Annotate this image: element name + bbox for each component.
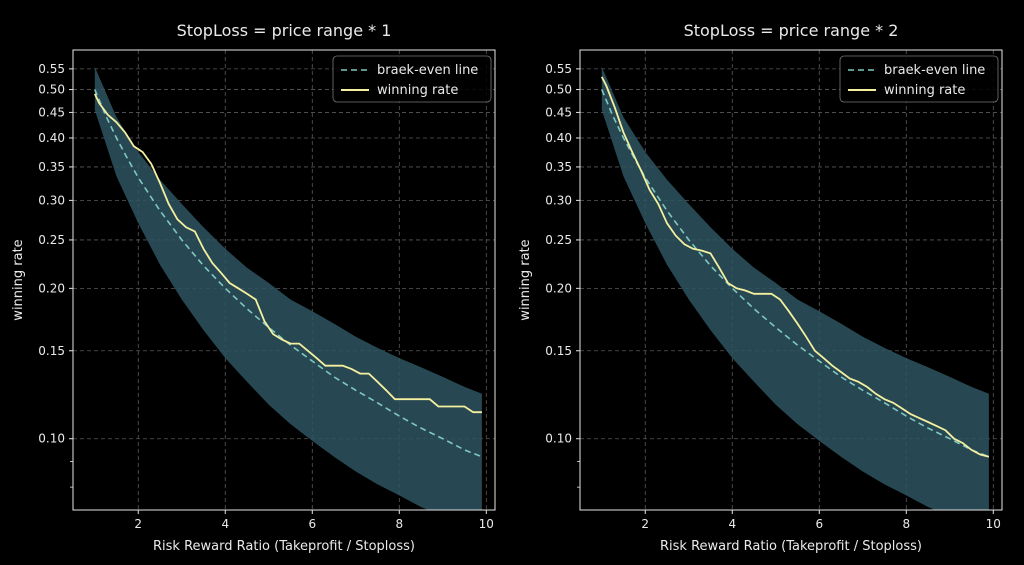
y-tick-label: 0.50: [38, 83, 65, 97]
y-tick-label: 0.10: [545, 432, 572, 446]
y-tick-label: 0.55: [545, 62, 572, 76]
legend-label: braek-even line: [377, 63, 478, 78]
x-tick-label: 8: [395, 517, 403, 531]
x-tick-label: 2: [134, 517, 142, 531]
confidence-band: [601, 66, 989, 510]
y-tick-label: 0.35: [545, 160, 572, 174]
legend-box: [332, 55, 492, 103]
x-tick-label: 6: [308, 517, 316, 531]
x-tick-label: 2: [641, 517, 649, 531]
y-tick-label: 0.25: [545, 233, 572, 247]
y-tick-label: 0.20: [38, 281, 65, 295]
y-tick-label: 0.30: [38, 193, 65, 207]
y-tick-label: 0.55: [38, 62, 65, 76]
y-tick-label: 0.15: [545, 344, 572, 358]
series-line-winning-rate: [93, 93, 482, 414]
x-tick-label: 8: [902, 517, 910, 531]
y-axis-label: winning rate: [11, 239, 26, 320]
y-tick-label: 0.50: [545, 83, 572, 97]
y-tick-label: 0.30: [545, 193, 572, 207]
legend-label: braek-even line: [884, 63, 985, 78]
x-tick-label: 6: [815, 517, 823, 531]
series-line-winning-rate: [600, 76, 990, 458]
legend-label: winning rate: [884, 83, 965, 98]
y-tick-label: 0.20: [545, 281, 572, 295]
chart-title: StopLoss = price range * 1: [177, 21, 392, 40]
y-tick-label: 0.45: [545, 105, 572, 119]
chart-panel-left: 2 4 6 8 10 0.10 0.15 0.20 0.25 0.30 0.35 0.40 0.45 0.…: [11, 21, 496, 554]
chart-title: StopLoss = price range * 2: [684, 21, 899, 40]
legend-label: winning rate: [377, 83, 458, 98]
x-axis-label: Risk Reward Ratio (Takeprofit / Stoploss…: [660, 539, 922, 554]
x-tick-label: 10: [479, 517, 494, 531]
confidence-band: [94, 66, 482, 510]
y-tick-label: 0.35: [38, 160, 65, 174]
y-tick-label: 0.15: [38, 344, 65, 358]
x-axis-label: Risk Reward Ratio (Takeprofit / Stoploss…: [153, 539, 415, 554]
axes-frame: [72, 49, 496, 511]
x-tick-label: 4: [728, 517, 736, 531]
y-tick-label: 0.45: [38, 105, 65, 119]
chart-panel-right: 2 4 6 8 10 0.10 0.15 0.20 0.25 0.30 0.35 0.40 0.45 0.…: [518, 21, 1003, 554]
y-tick-label: 0.40: [38, 131, 65, 145]
y-axis-label: winning rate: [518, 239, 533, 320]
x-tick-label: 4: [221, 517, 229, 531]
series-line-break-even: [94, 89, 483, 458]
legend-box: [839, 55, 999, 103]
y-tick-label: 0.40: [545, 131, 572, 145]
x-tick-label: 10: [986, 517, 1001, 531]
axes-frame: [579, 49, 1003, 511]
y-tick-label: 0.10: [38, 432, 65, 446]
y-tick-label: 0.25: [38, 233, 65, 247]
